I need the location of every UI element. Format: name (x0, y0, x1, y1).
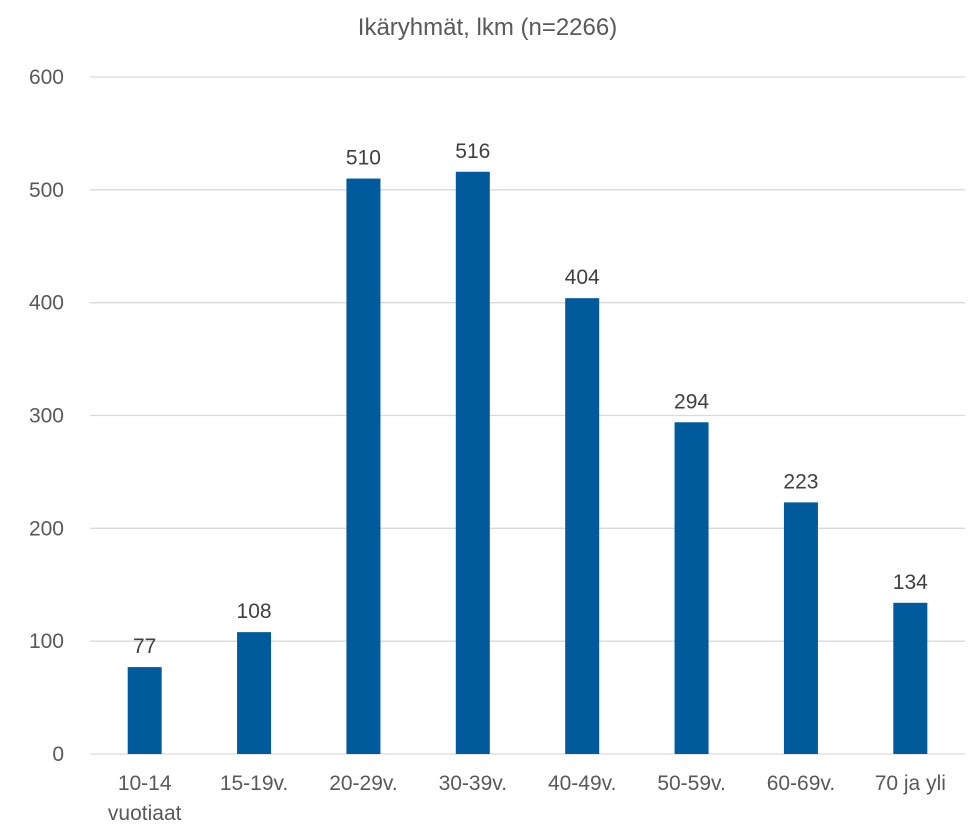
data-label: 134 (893, 571, 928, 594)
y-tick-label: 600 (29, 66, 64, 89)
y-tick-label: 500 (29, 179, 64, 202)
x-tick-label: 60-69v. (767, 772, 836, 795)
y-axis-tick-labels: 0 100 200 300 400 500 600 (29, 66, 64, 766)
bar (565, 298, 600, 754)
x-tick-label: 20-29v. (329, 772, 398, 795)
y-tick-label: 0 (52, 743, 64, 766)
data-label: 108 (237, 600, 272, 623)
x-tick-label: 30-39v. (439, 772, 508, 795)
y-tick-label: 300 (29, 405, 64, 428)
bars (127, 171, 928, 755)
x-tick-label: 10-14 (118, 772, 172, 795)
gridlines (90, 76, 965, 755)
y-tick-label: 400 (29, 292, 64, 315)
chart-title: Ikäryhmät, lkm (n=2266) (357, 14, 618, 41)
data-label: 404 (565, 266, 600, 289)
x-axis-tick-labels: 10-14 vuotiaat 15-19v. 20-29v. 30-39v. 40-49v… (108, 772, 946, 825)
data-label: 223 (783, 470, 818, 493)
bar (893, 602, 928, 754)
y-tick-label: 100 (29, 630, 64, 653)
bar (237, 632, 272, 754)
x-tick-label: 40-49v. (548, 772, 617, 795)
x-tick-label: vuotiaat (108, 802, 182, 825)
x-tick-label: 50-59v. (657, 772, 726, 795)
data-label: 294 (674, 390, 709, 413)
data-label: 516 (455, 140, 490, 163)
y-tick-label: 200 (29, 517, 64, 540)
x-tick-label: 15-19v. (220, 772, 289, 795)
bar (674, 422, 709, 754)
x-tick-label: 70 ja yli (875, 772, 946, 795)
data-label: 77 (133, 635, 156, 658)
data-labels: 77 108 510 516 404 294 223 134 (133, 140, 928, 658)
bar (783, 502, 818, 754)
bar (455, 171, 490, 754)
data-label: 510 (346, 147, 381, 170)
bar (127, 667, 162, 754)
bar (346, 178, 381, 755)
